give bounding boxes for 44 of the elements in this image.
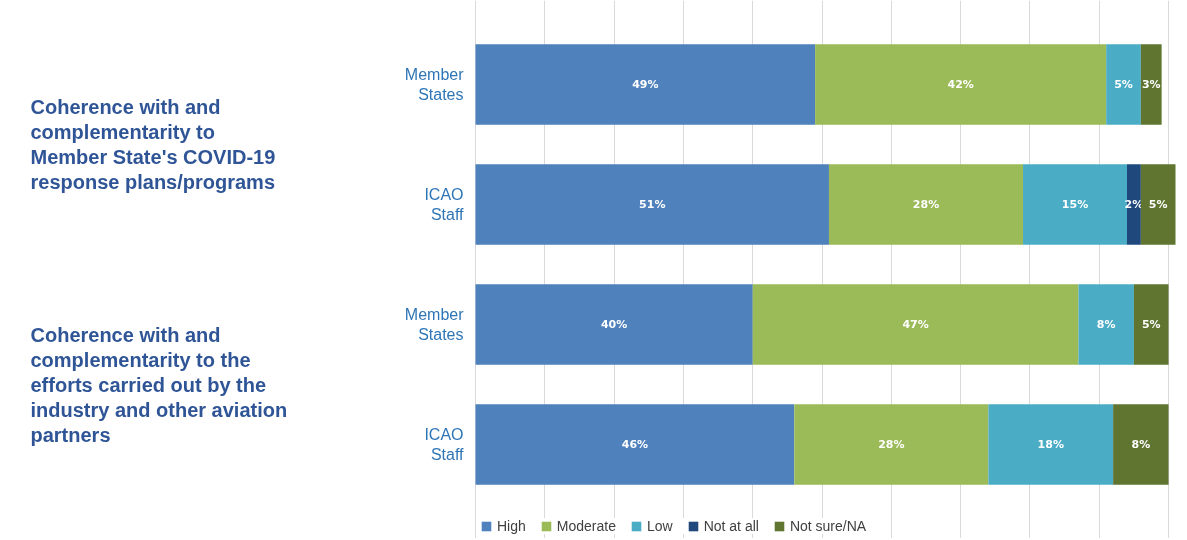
- bar: [1106, 44, 1141, 125]
- data-label: 8%: [1131, 438, 1151, 451]
- data-label: 28%: [878, 438, 905, 451]
- bar: [794, 404, 989, 485]
- data-label: 28%: [912, 198, 940, 211]
- legend-label: Not at all: [703, 518, 759, 534]
- data-label: 51%: [639, 198, 666, 211]
- data-label: 47%: [902, 318, 929, 331]
- legend-label: Low: [646, 518, 673, 534]
- bar: [752, 284, 1079, 365]
- data-label: 5%: [1148, 198, 1168, 211]
- bar: [475, 404, 795, 485]
- bar: [1126, 164, 1141, 245]
- bar: [828, 164, 1024, 245]
- y-tick-label: Member States: [404, 66, 465, 103]
- data-label: 18%: [1037, 438, 1064, 451]
- legend-label: Not sure/NA: [789, 518, 867, 534]
- data-label: 5%: [1114, 78, 1133, 91]
- data-label: 46%: [621, 438, 649, 451]
- y-tick-label: Member States: [404, 306, 465, 343]
- bar: [1023, 164, 1127, 245]
- bar: [475, 44, 816, 125]
- bar: [1140, 44, 1162, 125]
- text: Coherence with and complementarity to the efforts carried out by the industry and other aviation partners: [30, 323, 288, 446]
- bar: [1113, 404, 1169, 485]
- bar: [475, 284, 753, 365]
- data-label: 5%: [1141, 318, 1161, 331]
- y-tick-label: ICAO Staff: [424, 186, 465, 223]
- text: Coherence with and complementarity to Member State's COVID-19 response plans/programs: [30, 96, 276, 193]
- data-label: 3%: [1141, 78, 1161, 91]
- data-label: 40%: [600, 318, 628, 331]
- legend-label: Moderate: [556, 518, 616, 534]
- data-label: 15%: [1061, 198, 1089, 211]
- bar: [815, 44, 1107, 125]
- bar: [475, 164, 829, 245]
- data-label: 8%: [1096, 318, 1116, 331]
- bar: [1140, 164, 1176, 245]
- data-label: 49%: [632, 78, 659, 91]
- legend-label: High: [497, 518, 526, 534]
- data-label: 42%: [947, 78, 974, 91]
- bar: [1133, 284, 1169, 365]
- bar: [988, 404, 1114, 485]
- y-tick-label: ICAO Staff: [424, 426, 465, 463]
- bar: [1078, 284, 1134, 365]
